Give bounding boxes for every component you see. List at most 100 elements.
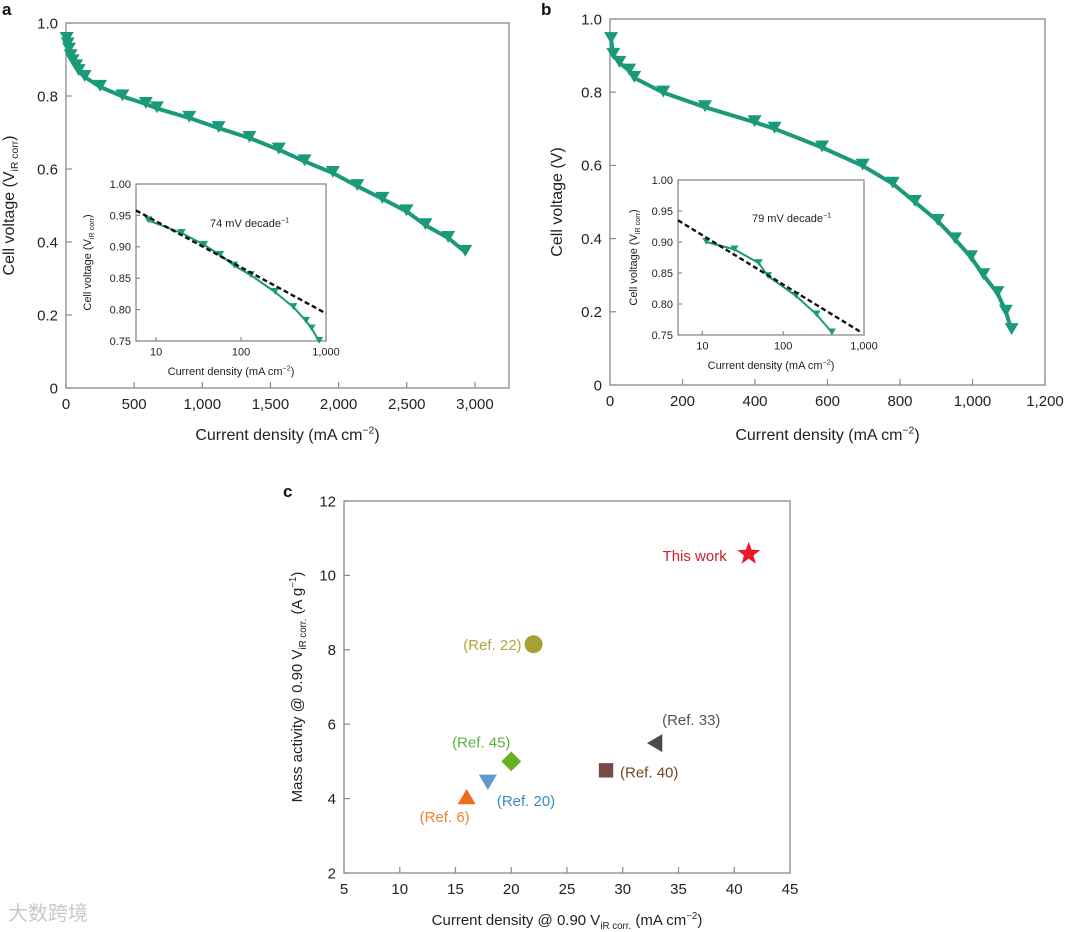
chart-a: 0 500 1,000 1,500 2,000 2,500 3,000 0 0.2 0.4 0.6 0… (1, 15, 510, 444)
scatter-point-triangle-up (457, 789, 476, 805)
data-point-marker (297, 154, 312, 167)
chart-a-inset: 10 100 1,000 0.75 0.80 0.85 0.90 0.95 1.00 Curren… (82, 179, 340, 378)
x-axis-label-part: −2 (686, 911, 697, 922)
x-tick-label: 1,200 (1026, 393, 1064, 410)
x-tick-label: 1,000 (850, 340, 878, 352)
chart-b: 0 200 400 600 800 1,000 1,200 0 0.2 0.4 0.6 0.8 1.0 C… (549, 11, 1064, 444)
x-axis-label: Current density @ 0.90 ViR corr. (mA cm−… (432, 911, 703, 932)
data-point-marker (375, 191, 390, 204)
data-point-marker (697, 100, 712, 113)
data-point-marker (606, 47, 621, 60)
y-tick-label: 0.4 (37, 234, 58, 251)
panel-label-a: a (2, 0, 12, 19)
inset-background (678, 180, 864, 335)
y-tick-label: 0.75 (110, 336, 131, 348)
y-axis-label-part: ) (82, 214, 94, 218)
y-axis-label: Mass activity @ 0.90 ViR corr. (A g−1) (288, 572, 309, 803)
data-point-marker (61, 42, 76, 55)
y-axis-label-part: ) (1, 136, 18, 141)
y-tick-label: 0.75 (652, 330, 673, 342)
chart-c: 5 10 15 20 25 30 35 40 45 2 4 6 8 10 12 Current density… (288, 493, 798, 932)
y-tick-label: 8 (328, 642, 336, 659)
data-point-marker (812, 310, 821, 318)
x-axis-label-part: iR corr. (600, 921, 631, 932)
tafel-slope-annotation-part: −1 (823, 212, 831, 220)
panel-label-b: b (541, 0, 551, 19)
x-tick-label: 10 (391, 881, 408, 898)
y-axis-label: Cell voltage (V) (549, 147, 566, 256)
data-point-marker (627, 70, 642, 83)
data-point-marker (315, 337, 324, 344)
data-point-marker (622, 63, 637, 76)
y-tick-label: 0.8 (581, 84, 602, 101)
data-point-marker (115, 89, 130, 102)
y-axis-label-part: Cell voltage (V (628, 233, 640, 305)
y-tick-label: 1.00 (652, 175, 673, 187)
point-label: (Ref. 22) (463, 637, 521, 654)
x-tick-label: 2,000 (320, 396, 358, 413)
scatter-point-triangle-down (478, 774, 497, 790)
y-tick-label: 0.85 (652, 268, 673, 280)
data-point-marker (271, 142, 286, 155)
y-tick-label: 0.95 (652, 206, 673, 218)
data-point-marker (200, 240, 209, 248)
y-axis-label: Cell voltage (ViR corr) (628, 209, 642, 305)
x-tick-label: 0 (606, 393, 614, 410)
charts-layer: 0 500 1,000 1,500 2,000 2,500 3,00000.20.40.60… (1, 11, 1064, 932)
y-tick-label: 0.80 (652, 299, 673, 311)
x-tick-label: 1,000 (954, 393, 992, 410)
x-tick-label: 3,000 (456, 396, 494, 413)
y-axis-label-part: iR corr. (298, 619, 309, 650)
x-axis-label-part: ) (291, 366, 295, 378)
x-axis-label-part: (mA cm (631, 912, 686, 929)
x-axis-label-part: ) (914, 427, 919, 444)
point-label: (Ref. 45) (452, 734, 510, 751)
x-axis-label-part: Current density (mA cm (735, 427, 902, 444)
x-tick-label: 400 (742, 393, 767, 410)
data-point-marker (907, 195, 922, 207)
x-axis-label-part: ) (831, 360, 835, 372)
x-axis-label: Current density (mA cm−2) (168, 365, 295, 378)
x-axis-label-part: Current density (mA cm (708, 360, 823, 372)
y-tick-label: 0.6 (37, 161, 58, 178)
data-point-marker (325, 166, 340, 178)
data-point-marker (1004, 323, 1019, 335)
plot-frame (135, 183, 327, 342)
data-point-marker (612, 55, 627, 68)
x-tick-label: 40 (726, 881, 743, 898)
y-tick-label: 1.0 (581, 11, 602, 28)
data-point-marker (149, 101, 164, 114)
data-point-marker (77, 70, 92, 82)
data-point-marker (754, 259, 763, 266)
data-point-marker (998, 304, 1013, 317)
x-tick-label: 100 (232, 346, 250, 358)
data-point-marker (855, 158, 870, 171)
y-tick-label: 0.95 (110, 210, 131, 222)
point-label: (Ref. 20) (497, 793, 555, 810)
y-tick-label: 1.00 (110, 179, 131, 191)
y-axis-label-part: iR corr (88, 217, 96, 239)
point-label: This work (663, 548, 728, 565)
y-tick-label: 1.0 (37, 15, 58, 32)
y-tick-label: 0 (50, 380, 58, 397)
y-axis-label-part: ) (628, 209, 640, 213)
scatter-point-circle (524, 635, 543, 654)
x-tick-label: 2,500 (388, 396, 426, 413)
y-tick-label: 6 (328, 716, 336, 733)
data-point-marker (930, 214, 945, 226)
tafel-slope-annotation-part: 74 mV decade (210, 218, 281, 230)
data-point-marker (211, 121, 226, 134)
scatter-point-square (598, 763, 614, 778)
y-tick-label: 4 (328, 791, 336, 808)
y-axis-label: Cell voltage (ViR corr) (82, 214, 96, 310)
tafel-slope-annotation-part: −1 (281, 217, 289, 225)
tafel-fit-line (677, 219, 863, 334)
data-point-marker (289, 303, 298, 310)
x-tick-label: 25 (559, 881, 576, 898)
x-axis-label-part: ) (697, 912, 702, 929)
x-tick-label: 15 (447, 881, 464, 898)
data-point-marker (604, 32, 619, 45)
y-tick-label: 2 (328, 865, 336, 882)
x-axis-label-part: Current density @ 0.90 V (432, 912, 601, 929)
